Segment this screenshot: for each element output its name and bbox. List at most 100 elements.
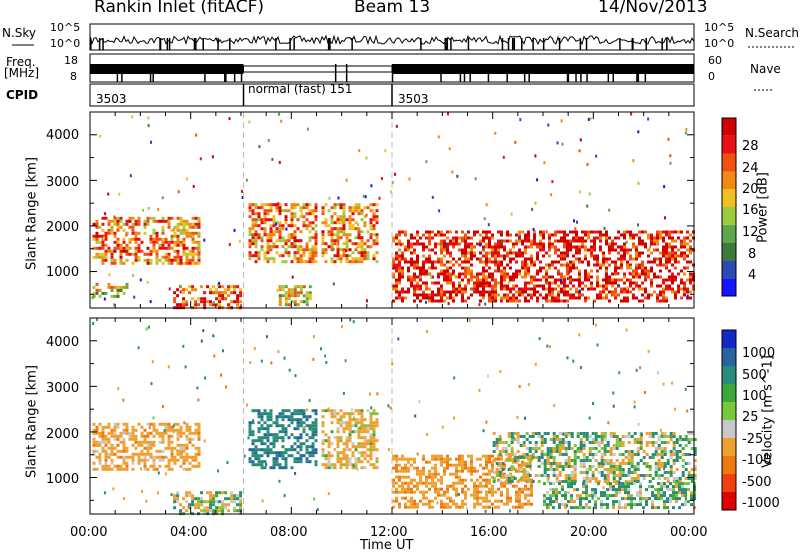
power-cell [578,281,581,285]
power-cell [167,222,171,226]
velocity-cell [278,436,282,440]
power-speckle [425,160,428,164]
velocity-cell [293,457,297,461]
power-cell [176,234,180,238]
velocity-speckle [524,416,526,420]
velocity-cell [434,454,437,458]
power-cell [593,248,596,252]
velocity-cell [296,424,300,428]
power-cell [623,230,626,234]
power-cell [599,245,602,249]
velocity-cell [113,464,117,468]
power-speckle [603,226,606,230]
velocity-cell [236,503,240,507]
velocity-cell [185,443,189,447]
power-cell [302,206,306,210]
power-cell [101,258,105,262]
velocity-cell [476,499,479,503]
power-cell [614,260,617,264]
velocity-cell [170,446,174,450]
velocity-cell [218,500,222,504]
velocity-cell [188,428,192,432]
power-cell [464,290,467,294]
power-cell [284,260,288,264]
velocity-cell [425,478,428,482]
velocity-cell [666,480,670,483]
power-speckle [566,277,569,280]
power-cell [644,278,647,282]
velocity-cell [116,449,120,453]
velocity-cell [440,502,443,506]
power-cell [308,291,312,295]
power-cell [605,284,608,288]
power-cell [275,230,279,234]
power-speckle [104,212,107,216]
power-cell [302,285,306,289]
velocity-cell [648,480,652,483]
power-cell [662,278,665,282]
vel-ytick-4000: 4000 [46,335,80,350]
nave-tick-low: 0 [708,70,715,83]
velocity-cell [585,485,588,489]
velocity-cell [263,460,267,464]
power-cell [665,299,668,303]
power-cell [530,242,533,246]
power-speckle [278,112,280,116]
power-cell [473,245,476,249]
power-cell [518,230,521,234]
power-cell [467,230,470,234]
power-cell [119,261,123,265]
power-cell [299,239,303,243]
velocity-cell [327,457,331,461]
power-cell [461,230,464,234]
velocity-cell [194,458,198,462]
power-cell [449,281,452,285]
power-cell [563,233,566,237]
power-cell [629,284,632,288]
velocity-speckle [526,455,528,459]
velocity-cell [621,471,625,474]
power-cell [101,246,105,250]
velocity-cell [351,418,355,422]
power-cell [452,281,455,285]
power-cell [548,290,551,294]
velocity-cell [161,455,165,459]
velocity-cell [354,448,358,452]
power-cell [587,296,590,300]
power-cell [497,293,500,297]
velocity-cell [585,438,589,441]
power-speckle [664,216,666,220]
power-cell [110,231,114,235]
vel-ytick-3000: 3000 [46,381,80,396]
velocity-cell [266,412,270,416]
velocity-cell [681,474,685,477]
velocity-cell [497,463,500,467]
velocity-cell [113,437,117,441]
velocity-cell [570,477,574,480]
velocity-cell [125,422,129,426]
power-speckle [531,207,534,211]
velocity-cell [314,421,318,425]
power-cell [593,263,596,267]
velocity-cell [137,461,141,465]
velocity-cell [491,475,494,479]
cpid-segment-1: 3503 [96,92,127,106]
velocity-speckle [594,323,597,327]
power-cell [92,237,96,241]
velocity-cell [413,490,416,494]
velocity-cell [510,447,514,450]
velocity-cell [618,465,622,468]
power-cell [161,237,165,241]
power-cell [662,293,665,297]
power-cell [641,242,644,246]
power-cell [683,251,686,255]
velocity-cell [287,424,291,428]
velocity-cell [530,490,533,494]
velocity-cell [257,448,261,452]
velocity-speckle [288,368,291,372]
velocity-cell [281,439,285,443]
velocity-cell [461,466,464,470]
velocity-speckle [246,403,248,407]
power-cell [440,296,443,300]
velocity-cell [585,497,588,501]
